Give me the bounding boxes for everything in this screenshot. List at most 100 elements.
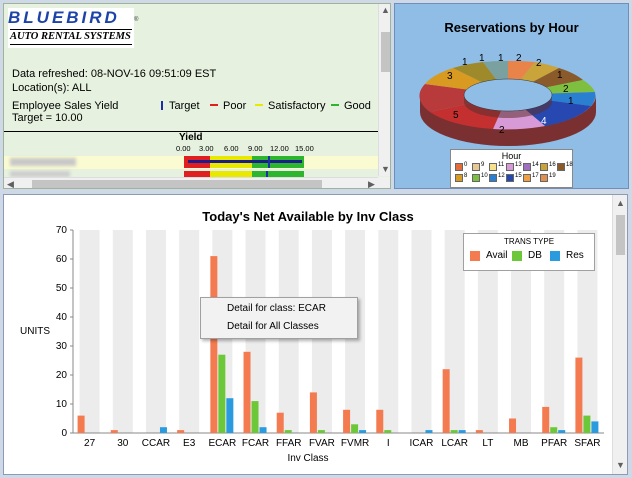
donut-legend-swatch bbox=[523, 163, 531, 171]
y-tick-label: 50 bbox=[56, 283, 68, 294]
menu-item-detail-class[interactable]: Detail for class: ECAR bbox=[227, 303, 326, 314]
x-tick-label: 30 bbox=[117, 438, 129, 449]
legend-target: Target bbox=[161, 100, 200, 112]
x-tick-label: LCAR bbox=[441, 438, 468, 449]
category-band bbox=[79, 230, 100, 433]
legend-db-swatch bbox=[512, 251, 522, 261]
bar-res bbox=[226, 398, 234, 433]
target-marker-icon bbox=[161, 101, 163, 110]
slice-label: 1 bbox=[557, 70, 563, 81]
yield-tick: 0.00 bbox=[176, 144, 191, 153]
bar-db bbox=[351, 424, 359, 433]
donut-legend-swatch bbox=[455, 174, 463, 182]
yield-tick: 3.00 bbox=[199, 144, 214, 153]
bar-res bbox=[359, 430, 367, 433]
horizontal-scrollbar[interactable]: ◀ ▶ bbox=[4, 177, 378, 189]
donut-legend-swatch bbox=[489, 163, 497, 171]
employee-name-redacted bbox=[10, 158, 76, 166]
donut-legend-label: 10 bbox=[481, 173, 488, 179]
menu-item-detail-all[interactable]: Detail for All Classes bbox=[227, 321, 319, 332]
x-tick-label: E3 bbox=[183, 438, 196, 449]
donut-legend-label: 8 bbox=[464, 173, 468, 179]
slice-label: 2 bbox=[536, 58, 542, 69]
x-tick-label: MB bbox=[514, 438, 529, 449]
target-marker bbox=[266, 171, 268, 177]
donut-legend-swatch bbox=[523, 174, 531, 182]
donut-legend-label: 12 bbox=[498, 173, 505, 179]
logo-subtitle: AUTO RENTAL SYSTEMS bbox=[10, 29, 132, 45]
scroll-down-icon[interactable]: ▼ bbox=[381, 164, 390, 174]
scroll-right-icon[interactable]: ▶ bbox=[368, 179, 375, 189]
x-tick-label: SFAR bbox=[574, 438, 600, 449]
donut-legend-swatch bbox=[506, 163, 514, 171]
donut-legend-label: 11 bbox=[498, 162, 505, 168]
donut-legend-swatch bbox=[489, 174, 497, 182]
category-band bbox=[477, 230, 498, 433]
scroll-up-icon[interactable]: ▲ bbox=[381, 5, 390, 15]
yield-bar-good bbox=[252, 171, 304, 177]
donut-legend-label: 9 bbox=[481, 162, 485, 168]
vertical-scrollbar[interactable]: ▲ ▼ bbox=[378, 4, 390, 176]
donut-legend-label: 13 bbox=[515, 162, 522, 168]
employee-name-redacted bbox=[10, 171, 70, 177]
bar-db bbox=[384, 430, 392, 433]
donut-legend-label: 17 bbox=[532, 173, 539, 179]
slice-label: 2 bbox=[499, 125, 505, 136]
legend-res-label: Res bbox=[566, 250, 584, 261]
bar-res bbox=[591, 421, 599, 433]
slice-label: 3 bbox=[447, 71, 453, 82]
scroll-thumb[interactable] bbox=[381, 32, 390, 72]
scroll-thumb[interactable] bbox=[32, 180, 322, 188]
x-tick-label: CCAR bbox=[142, 438, 170, 449]
bar-avail bbox=[509, 418, 517, 433]
category-band bbox=[544, 230, 565, 433]
scroll-left-icon[interactable]: ◀ bbox=[7, 179, 14, 189]
target-marker bbox=[268, 156, 270, 168]
bar-db bbox=[450, 430, 458, 433]
locations-text: Location(s): ALL bbox=[12, 82, 92, 94]
x-tick-label: ECAR bbox=[208, 438, 236, 449]
donut-chart[interactable] bbox=[395, 40, 628, 150]
donut-legend-swatch bbox=[472, 163, 480, 171]
bar-avail bbox=[210, 256, 218, 433]
bar-avail bbox=[475, 430, 483, 433]
target-text: Target = 10.00 bbox=[12, 112, 83, 124]
bar-db bbox=[317, 430, 325, 433]
chart-scrollbar[interactable]: ▲ ▼ bbox=[612, 195, 627, 474]
y-tick-label: 70 bbox=[56, 225, 68, 236]
bluebird-logo: BLUEBIRD AUTO RENTAL SYSTEMS ® bbox=[8, 8, 138, 48]
scroll-thumb[interactable] bbox=[616, 215, 625, 255]
slice-label: 1 bbox=[479, 53, 485, 64]
donut-legend-swatch bbox=[506, 174, 514, 182]
x-tick-label: ICAR bbox=[410, 438, 434, 449]
y-tick-label: 60 bbox=[56, 254, 68, 265]
bar-db bbox=[218, 354, 226, 433]
donut-legend-title: Hour bbox=[501, 151, 522, 161]
x-tick-label: 27 bbox=[84, 438, 96, 449]
donut-legend-swatch bbox=[540, 174, 548, 182]
scroll-up-icon[interactable]: ▲ bbox=[616, 198, 625, 208]
poor-swatch-icon bbox=[210, 104, 218, 106]
slice-label: 1 bbox=[462, 57, 468, 68]
donut-legend-label: 16 bbox=[549, 162, 556, 168]
scroll-down-icon[interactable]: ▼ bbox=[616, 460, 625, 470]
bar-legend-title: TRANS TYPE bbox=[503, 237, 555, 246]
donut-legend-label: 0 bbox=[464, 162, 468, 168]
registered-mark: ® bbox=[134, 17, 139, 23]
y-tick-label: 40 bbox=[56, 312, 68, 323]
yield-bar-poor bbox=[184, 171, 210, 177]
category-band bbox=[511, 230, 532, 433]
donut-legend-swatch bbox=[455, 163, 463, 171]
slice-label: 1 bbox=[568, 96, 574, 107]
category-band bbox=[145, 230, 166, 433]
legend-poor: Poor bbox=[210, 100, 246, 112]
bar-avail bbox=[110, 430, 118, 433]
legend-poor-label: Poor bbox=[223, 100, 247, 112]
donut-legend-swatch bbox=[557, 163, 565, 171]
scrollbar-corner bbox=[378, 177, 390, 188]
legend-satisfactory: Satisfactory bbox=[255, 100, 325, 112]
x-tick-label: FVMR bbox=[341, 438, 369, 449]
slice-label: 5 bbox=[453, 110, 459, 121]
chart-title: Today's Net Available by Inv Class bbox=[202, 209, 414, 224]
reservations-by-hour-panel: Reservations by Hour 1 2 1 1 1 2 2 1 4 2… bbox=[394, 3, 629, 189]
